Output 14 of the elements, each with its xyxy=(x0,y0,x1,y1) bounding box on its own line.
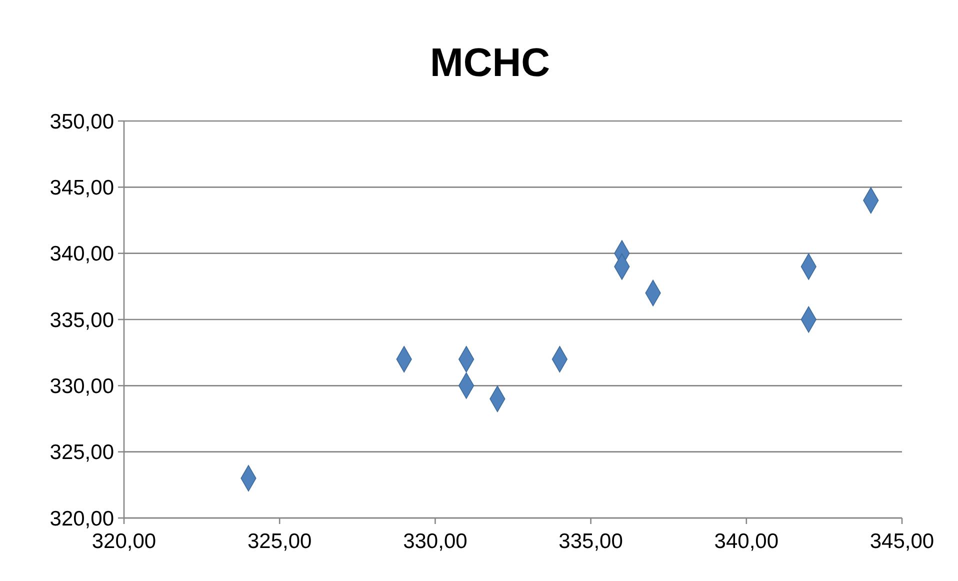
y-tick-label: 325,00 xyxy=(50,441,114,464)
x-tick-label: 335,00 xyxy=(558,530,623,553)
y-tick-label: 345,00 xyxy=(50,176,114,200)
y-tick-label: 330,00 xyxy=(50,375,114,398)
x-tick-label: 330,00 xyxy=(403,530,468,553)
x-tick-label: 340,00 xyxy=(714,530,779,553)
chart-title: MCHC xyxy=(430,41,550,85)
y-tick-label: 340,00 xyxy=(50,242,114,266)
x-tick-label: 320,00 xyxy=(92,530,156,553)
y-tick-label: 350,00 xyxy=(50,110,114,134)
x-tick-label: 325,00 xyxy=(247,530,312,553)
y-tick-label: 320,00 xyxy=(50,507,114,530)
x-tick-label: 345,00 xyxy=(870,530,934,553)
y-tick-label: 335,00 xyxy=(50,308,114,332)
